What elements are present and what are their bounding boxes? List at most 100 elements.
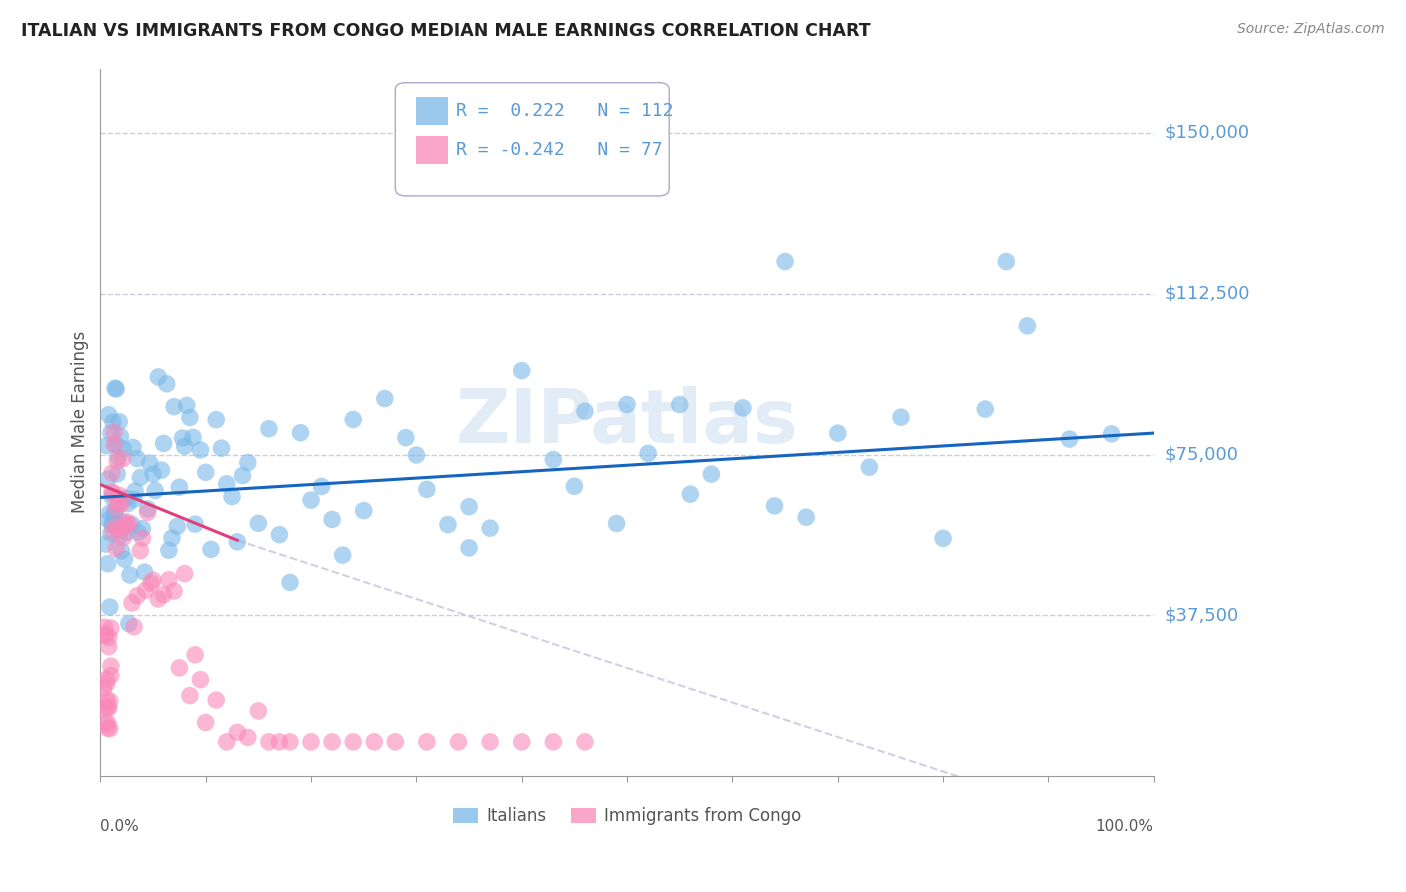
Point (104, 381, 127, 395)
Point (107, 496, 129, 510)
Point (96, 676, 118, 690)
Point (1059, 432, 1081, 446)
Point (543, 452, 565, 467)
Point (200, 542, 222, 557)
FancyBboxPatch shape (416, 97, 449, 125)
Point (131, 531, 153, 545)
Point (127, 589, 149, 603)
Point (169, 661, 191, 675)
Point (94, 716, 117, 731)
Point (101, 516, 124, 530)
Point (794, 510, 817, 524)
Point (179, 689, 201, 703)
Point (437, 517, 460, 532)
Text: $150,000: $150,000 (1166, 124, 1250, 142)
Point (139, 456, 162, 470)
Text: 0.0%: 0.0% (100, 819, 139, 834)
Point (97, 716, 120, 731)
Point (101, 485, 124, 500)
FancyBboxPatch shape (395, 83, 669, 196)
Point (247, 704, 270, 718)
Point (118, 568, 141, 582)
Point (321, 512, 343, 526)
Point (121, 596, 143, 610)
Point (974, 402, 997, 417)
Point (353, 503, 375, 517)
Point (510, 364, 533, 378)
Point (97, 640, 120, 654)
Point (105, 454, 128, 468)
Point (1017, 318, 1039, 333)
Point (117, 497, 139, 511)
Point (374, 392, 396, 406)
Text: $37,500: $37,500 (1166, 607, 1239, 624)
Point (190, 673, 212, 687)
Point (700, 467, 723, 482)
Point (299, 735, 322, 749)
Point (184, 517, 207, 532)
Text: R = -0.242   N = 77: R = -0.242 N = 77 (457, 141, 664, 159)
Point (93, 620, 115, 634)
Point (342, 735, 364, 749)
Point (111, 515, 134, 529)
Point (169, 480, 191, 494)
Point (94, 628, 117, 642)
Point (105, 500, 128, 515)
Point (564, 479, 586, 493)
Point (97, 700, 120, 714)
Point (731, 401, 754, 415)
Point (543, 735, 565, 749)
Point (127, 525, 149, 540)
Point (152, 588, 174, 602)
Point (257, 735, 280, 749)
Point (103, 437, 125, 451)
Point (134, 565, 156, 579)
Point (105, 382, 128, 396)
Text: R =  0.222   N = 112: R = 0.222 N = 112 (457, 102, 673, 120)
Point (108, 415, 131, 429)
Point (108, 529, 131, 543)
Point (112, 530, 135, 544)
Point (384, 735, 406, 749)
Point (152, 436, 174, 450)
Point (114, 517, 136, 532)
Point (101, 466, 124, 480)
Point (131, 522, 153, 536)
Point (221, 490, 243, 504)
Point (97, 721, 120, 735)
Point (135, 583, 157, 598)
Point (447, 735, 470, 749)
Point (148, 592, 170, 607)
Point (858, 460, 880, 475)
Point (101, 517, 124, 532)
Point (157, 573, 180, 587)
Point (101, 487, 124, 501)
Point (98, 600, 121, 615)
Point (142, 573, 165, 587)
Point (143, 483, 166, 498)
Point (97, 513, 120, 527)
Point (211, 441, 233, 455)
Point (97, 631, 120, 645)
Point (129, 543, 152, 558)
Point (176, 398, 198, 412)
Point (160, 531, 183, 545)
Point (247, 516, 270, 531)
Point (150, 463, 173, 477)
Text: $112,500: $112,500 (1166, 285, 1250, 302)
Point (101, 490, 124, 504)
Point (94, 537, 117, 551)
Point (236, 731, 259, 745)
Text: $75,000: $75,000 (1166, 445, 1239, 464)
Point (98, 506, 121, 520)
Point (311, 479, 333, 493)
Point (606, 516, 628, 531)
Point (205, 412, 228, 426)
Point (107, 450, 129, 465)
Point (105, 541, 128, 556)
Y-axis label: Median Male Earnings: Median Male Earnings (72, 331, 89, 514)
Point (181, 430, 204, 444)
Point (890, 410, 912, 425)
Point (827, 426, 849, 441)
Point (668, 398, 690, 412)
